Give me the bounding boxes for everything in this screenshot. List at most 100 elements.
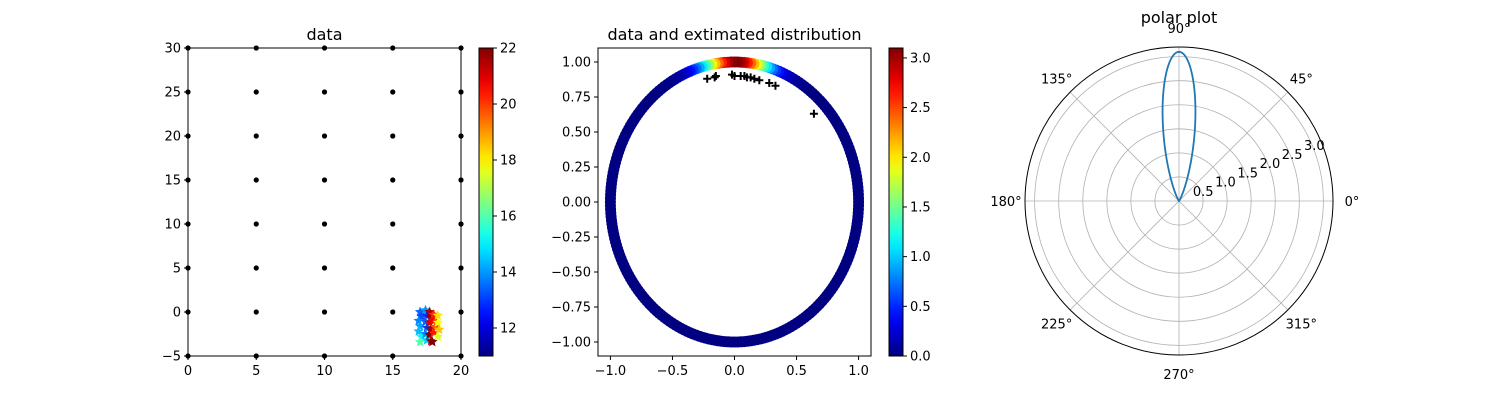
polar-r-tick-label: 1.0 [1215, 176, 1236, 191]
polar-grid-spoke [1178, 91, 1289, 202]
p2-colorbar-bar [888, 47, 904, 357]
p2-colorbar-label: 1.5 [910, 200, 931, 215]
grid-dot-point [253, 309, 259, 315]
p1-colorbar-label: 22 [500, 42, 517, 57]
star-point [427, 336, 438, 347]
star-point [432, 317, 444, 328]
data-plus-point [746, 73, 755, 82]
p2-colorbar-label: 0.5 [910, 300, 931, 315]
p2-colorbar-label: 2.0 [910, 151, 931, 166]
data-plus-point [755, 76, 764, 85]
y-tick-label: 10 [164, 218, 181, 233]
y-tick-label: −0.25 [551, 231, 591, 246]
p1-colorbar-label: 14 [500, 266, 517, 281]
polar-theta-tick-label: 135° [1041, 73, 1072, 88]
star-point [433, 324, 445, 335]
data-plus-point [750, 74, 759, 83]
y-tick-label: 5 [173, 262, 181, 277]
x-tick-label: 5 [252, 364, 260, 379]
panel-distribution-frame [597, 47, 872, 357]
x-tick-label: 10 [316, 364, 333, 379]
x-tick-label: 0.0 [724, 364, 745, 379]
data-plus-point [703, 74, 712, 83]
star-point [432, 310, 444, 320]
grid-dot-point [321, 309, 328, 315]
y-tick-label: −5 [162, 350, 181, 365]
panel-distribution: data and extimated distribution −1.0 −0.5… [551, 25, 931, 379]
polar-theta-tick-label: 45° [1290, 73, 1313, 88]
panel-distribution-colorbar: 0.0 0.5 1.0 1.5 2.0 2.5 3.0 [888, 47, 931, 365]
polar-theta-tick-label: 180° [990, 195, 1021, 210]
distribution-ring-point [853, 200, 865, 212]
y-tick-label: 0.50 [562, 126, 591, 141]
data-plus-point [771, 81, 780, 90]
panel-polar-plot-area: 0.51.01.52.02.53.0 0° 45° 90° 135° 180° 225° 27… [990, 22, 1359, 383]
polar-theta-tick-label: 0° [1345, 195, 1360, 210]
star-point [432, 331, 444, 342]
grid-dot-point [253, 265, 259, 271]
polar-theta-tick-label: 225° [1041, 317, 1072, 332]
star-point [424, 317, 435, 328]
y-tick-label: −0.50 [551, 266, 591, 281]
polar-outer-frame [1024, 46, 1334, 356]
y-tick-label: 0.75 [562, 91, 591, 106]
y-tick-label: −0.75 [551, 301, 591, 316]
panel-data-title: data [306, 25, 342, 44]
grid-dot-point [253, 89, 259, 95]
y-tick-label: −1.00 [551, 336, 591, 351]
polar-grid-spoke [1069, 200, 1180, 311]
grid-dot-point [390, 221, 396, 227]
x-tick-label: 15 [384, 364, 401, 379]
y-tick-label: 1.00 [562, 56, 591, 71]
panel-distribution-plot-area [604, 56, 865, 348]
star-point [413, 315, 424, 326]
panel-data-plot-area [185, 45, 464, 359]
grid-dot-point [253, 221, 259, 227]
polar-grid-spoke [1178, 200, 1289, 311]
p2-colorbar-label: 1.0 [910, 250, 931, 265]
star-point [414, 336, 426, 347]
p2-colorbar-label: 2.5 [910, 101, 931, 116]
grid-dot-point [390, 133, 396, 139]
p2-colorbar-label: 3.0 [910, 51, 931, 66]
grid-dot-point [321, 265, 328, 271]
polar-r-tick-label: 0.5 [1193, 185, 1214, 200]
polar-theta-tick-label: 90° [1167, 22, 1190, 37]
y-tick-label: 0.25 [562, 161, 591, 176]
x-tick-label: 0.5 [786, 364, 807, 379]
y-tick-label: 0.00 [562, 196, 591, 211]
grid-dot-point [253, 133, 259, 139]
data-plus-point [765, 79, 774, 87]
panel-distribution-axes: −1.0 −0.5 0.0 0.5 1.0 −1.00 −0.75 −0.50 −0.25 0.0… [551, 56, 869, 380]
x-tick-label: 0 [184, 364, 192, 379]
y-tick-label: 20 [164, 130, 181, 145]
grid-dot-point [253, 177, 259, 183]
x-tick-label: −0.5 [657, 364, 689, 379]
x-tick-label: 20 [453, 364, 470, 379]
grid-dot-point [321, 133, 328, 139]
grid-dot-point [390, 309, 396, 315]
polar-r-tick-label: 2.5 [1282, 148, 1303, 163]
polar-r-tick-label: 2.0 [1260, 157, 1281, 172]
polar-theta-tick-label: 270° [1163, 368, 1194, 383]
y-tick-label: 30 [164, 42, 181, 57]
p1-colorbar-label: 16 [500, 210, 517, 225]
polar-r-tick-label: 1.5 [1237, 166, 1258, 181]
p2-colorbar-label: 0.0 [910, 350, 931, 365]
panel-distribution-title: data and extimated distribution [608, 25, 862, 44]
grid-dot-point [321, 221, 328, 227]
x-tick-label: −1.0 [595, 364, 627, 379]
y-tick-label: 15 [164, 174, 181, 189]
x-tick-label: 1.0 [848, 364, 869, 379]
panel-polar: polar plot 0.51.01.52.02.53.0 0° 45° 90° 135… [990, 8, 1359, 383]
y-tick-label: 0 [173, 306, 181, 321]
grid-dot-point [321, 177, 328, 183]
data-plus-point [711, 72, 720, 80]
p1-colorbar-bar [478, 47, 494, 357]
grid-dot-point [390, 89, 396, 95]
polar-distribution-curve [1161, 50, 1197, 202]
polar-r-tick-label: 3.0 [1304, 139, 1325, 154]
